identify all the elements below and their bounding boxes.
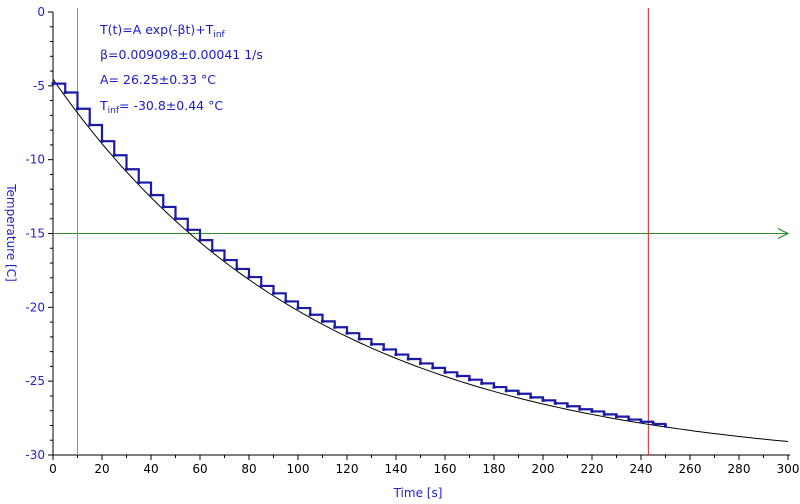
x-tick-label: 280 <box>728 462 751 476</box>
data-point <box>664 424 667 428</box>
data-point <box>321 319 324 323</box>
data-point <box>431 366 435 370</box>
x-axis-label: Time [s] <box>393 486 443 500</box>
data-point <box>198 238 202 242</box>
data-point <box>357 337 361 341</box>
data-point <box>455 374 459 378</box>
data-point <box>541 398 545 402</box>
data-point <box>639 420 643 424</box>
data-point <box>247 275 251 279</box>
x-tick-label: 260 <box>679 462 702 476</box>
data-point <box>529 395 533 399</box>
data-point <box>566 404 569 408</box>
data-point <box>468 378 471 382</box>
data-point <box>419 361 422 365</box>
data-point <box>406 357 410 361</box>
data-point <box>100 139 104 143</box>
data-point <box>615 415 618 419</box>
data-point <box>333 325 337 329</box>
data-point <box>578 407 582 411</box>
fit-tinf-text: Tinf= -30.8±0.44 °C <box>99 98 223 116</box>
x-tick-label: 60 <box>192 462 207 476</box>
x-tick-label: 100 <box>287 462 310 476</box>
y-tick-label: -15 <box>25 227 45 241</box>
data-point <box>125 167 128 171</box>
y-tick-label: -5 <box>33 79 45 93</box>
x-tick-label: 300 <box>777 462 800 476</box>
data-point <box>553 401 557 405</box>
data-point <box>627 418 631 422</box>
y-tick-label: -25 <box>25 374 45 388</box>
data-point <box>651 422 655 426</box>
data-point <box>504 389 508 393</box>
data-point <box>161 205 165 209</box>
x-tick-label: 0 <box>49 462 57 476</box>
x-tick-label: 140 <box>385 462 408 476</box>
data-point <box>382 347 386 351</box>
data-point <box>137 181 141 185</box>
x-tick-label: 120 <box>336 462 359 476</box>
y-axis-label: Temperature [C] <box>4 183 18 282</box>
data-point <box>284 299 288 303</box>
data-point <box>223 258 226 262</box>
data-point <box>112 153 116 157</box>
data-point <box>345 331 349 335</box>
x-tick-label: 80 <box>241 462 256 476</box>
fit-curve <box>52 78 789 443</box>
x-tick-label: 200 <box>532 462 555 476</box>
data-point <box>308 313 312 317</box>
x-tick-label: 20 <box>94 462 109 476</box>
data-point <box>174 217 177 221</box>
data-point <box>235 267 239 271</box>
horizontal-cursor-arrow <box>777 227 790 240</box>
data-series-line <box>53 82 667 427</box>
y-tick-label: 0 <box>37 5 45 19</box>
data-point <box>517 392 520 396</box>
data-point <box>51 82 55 86</box>
fit-beta-text: β=0.009098±0.00041 1/s <box>100 47 263 62</box>
data-point <box>186 228 190 232</box>
data-point <box>394 353 398 357</box>
data-point <box>370 342 373 346</box>
y-tick-label: -20 <box>25 300 45 314</box>
fit-amplitude-text: A= 26.25±0.33 °C <box>100 72 216 87</box>
data-point <box>88 123 92 127</box>
fit-model-text: T(t)=A exp(-βt)+Tinf <box>99 22 226 40</box>
data-point <box>590 409 594 413</box>
x-tick-label: 180 <box>483 462 506 476</box>
data-point <box>63 90 67 94</box>
x-tick-label: 40 <box>143 462 158 476</box>
data-point <box>602 412 606 416</box>
x-tick-label: 160 <box>434 462 457 476</box>
data-point <box>76 107 79 111</box>
data-point <box>480 381 484 385</box>
data-point <box>296 306 300 310</box>
y-tick-label: -30 <box>25 448 45 462</box>
data-point <box>443 370 447 374</box>
data-point <box>210 248 214 252</box>
x-tick-label: 220 <box>581 462 604 476</box>
y-tick-label: -10 <box>25 153 45 167</box>
data-point <box>259 284 263 288</box>
data-point <box>492 385 496 389</box>
data-point <box>149 193 153 197</box>
fit-annotation: T(t)=A exp(-βt)+Tinf β=0.009098±0.00041 … <box>99 22 263 116</box>
x-tick-label: 240 <box>630 462 653 476</box>
data-point <box>272 291 275 295</box>
